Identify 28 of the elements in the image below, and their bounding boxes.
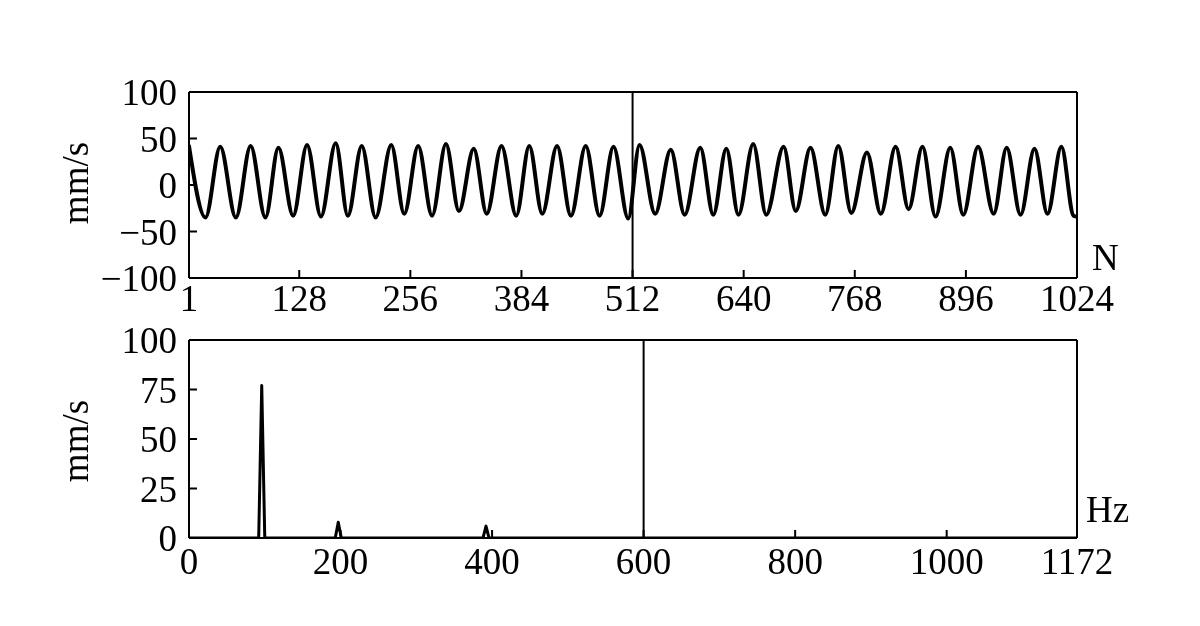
y-tick-label: 50 <box>140 118 177 160</box>
y-tick-label: 50 <box>140 419 177 461</box>
y-tick-label: 0 <box>158 165 177 207</box>
x-tick-label: 1000 <box>909 541 984 583</box>
x-tick-label: 1 <box>179 278 199 320</box>
y-tick-label: −100 <box>100 258 177 300</box>
x-tick-label: 600 <box>615 541 672 583</box>
y-tick-label: 75 <box>140 369 177 411</box>
x-tick-label: 1024 <box>1040 278 1114 320</box>
x-tick-label: 768 <box>827 278 883 320</box>
x-tick-label: 1172 <box>1040 541 1114 583</box>
y-tick-label: 25 <box>140 468 177 510</box>
y-tick-label: 100 <box>121 320 177 362</box>
y-axis-title: mm/s <box>54 141 96 225</box>
x-tick-label: 200 <box>312 541 369 583</box>
x-axis-title: Hz <box>1086 489 1130 530</box>
y-tick-label: 100 <box>121 72 177 114</box>
x-tick-label: 800 <box>767 541 823 583</box>
x-tick-label: 512 <box>604 278 661 320</box>
x-tick-label: 896 <box>938 278 994 320</box>
x-tick-label: 384 <box>493 278 550 320</box>
y-tick-label: −50 <box>119 211 177 253</box>
x-tick-label: 400 <box>464 541 520 583</box>
x-axis-title: N <box>1092 237 1119 278</box>
x-tick-label: 256 <box>382 278 439 320</box>
x-tick-label: 128 <box>271 278 327 320</box>
y-axis-title: mm/s <box>54 399 96 483</box>
x-tick-label: 640 <box>715 278 772 320</box>
